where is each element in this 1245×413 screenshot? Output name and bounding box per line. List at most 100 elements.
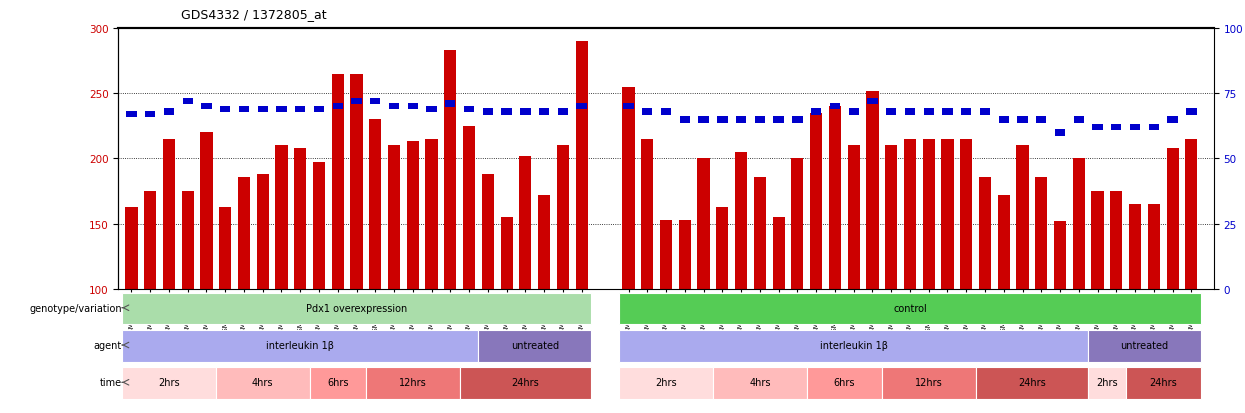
Bar xyxy=(444,51,457,289)
Bar xyxy=(641,140,654,289)
Bar xyxy=(520,109,530,115)
Bar xyxy=(792,117,803,123)
Bar xyxy=(407,104,418,110)
Bar xyxy=(960,140,972,289)
Text: 24hrs: 24hrs xyxy=(1018,377,1046,387)
Text: interleukin 1β: interleukin 1β xyxy=(819,340,888,350)
Text: 2hrs: 2hrs xyxy=(1096,377,1118,387)
Bar xyxy=(697,159,710,289)
Bar xyxy=(810,109,822,115)
Bar xyxy=(1148,204,1160,289)
Bar xyxy=(238,177,250,289)
Bar xyxy=(848,146,860,289)
Bar xyxy=(426,140,438,289)
Bar xyxy=(182,192,194,289)
Bar xyxy=(126,207,137,289)
Text: 6hrs: 6hrs xyxy=(327,377,349,387)
Bar xyxy=(351,99,362,105)
Bar xyxy=(332,104,342,110)
Bar xyxy=(624,104,634,110)
Text: 4hrs: 4hrs xyxy=(251,377,274,387)
Bar xyxy=(463,126,476,289)
FancyBboxPatch shape xyxy=(619,330,1088,362)
Text: control: control xyxy=(893,303,926,313)
Bar xyxy=(1186,109,1196,115)
Bar xyxy=(446,101,456,108)
FancyBboxPatch shape xyxy=(122,367,215,399)
FancyBboxPatch shape xyxy=(215,367,310,399)
Text: Pdx1 overexpression: Pdx1 overexpression xyxy=(306,303,407,313)
Bar xyxy=(867,91,879,289)
Bar xyxy=(370,120,381,289)
Bar xyxy=(1073,159,1084,289)
Bar xyxy=(256,175,269,289)
FancyBboxPatch shape xyxy=(619,367,713,399)
FancyBboxPatch shape xyxy=(459,367,591,399)
Bar xyxy=(961,109,971,115)
Bar xyxy=(905,109,915,115)
FancyBboxPatch shape xyxy=(1125,367,1200,399)
Text: interleukin 1β: interleukin 1β xyxy=(266,340,334,350)
Bar xyxy=(500,218,513,289)
Bar xyxy=(997,195,1010,289)
FancyBboxPatch shape xyxy=(619,293,1200,325)
Bar xyxy=(1055,221,1066,289)
Bar xyxy=(829,107,842,289)
FancyBboxPatch shape xyxy=(976,367,1088,399)
Bar xyxy=(642,109,652,115)
Text: untreated: untreated xyxy=(510,340,559,350)
FancyBboxPatch shape xyxy=(122,330,478,362)
Bar xyxy=(1016,146,1028,289)
Text: time: time xyxy=(100,377,122,387)
Bar xyxy=(1129,204,1142,289)
Bar xyxy=(1035,177,1047,289)
Bar xyxy=(924,109,934,115)
Bar xyxy=(1092,125,1103,131)
Bar xyxy=(979,177,991,289)
Bar xyxy=(144,192,157,289)
Bar xyxy=(312,163,325,289)
Bar xyxy=(773,218,784,289)
Bar xyxy=(1073,117,1084,123)
Bar xyxy=(1130,125,1140,131)
Bar xyxy=(1185,140,1198,289)
Bar xyxy=(1167,149,1179,289)
Bar xyxy=(829,104,840,110)
Bar xyxy=(716,207,728,289)
FancyBboxPatch shape xyxy=(713,367,807,399)
Bar xyxy=(661,109,671,115)
Bar xyxy=(202,104,212,110)
Bar xyxy=(849,109,859,115)
Text: 2hrs: 2hrs xyxy=(158,377,179,387)
Bar xyxy=(942,109,952,115)
Bar xyxy=(660,220,672,289)
Bar xyxy=(200,133,213,289)
Bar xyxy=(502,109,512,115)
Bar xyxy=(295,106,305,113)
Bar xyxy=(164,109,174,115)
Bar xyxy=(622,88,635,289)
Text: 4hrs: 4hrs xyxy=(749,377,771,387)
Bar xyxy=(810,114,822,289)
Text: agent: agent xyxy=(93,340,122,350)
Bar xyxy=(980,109,990,115)
Bar xyxy=(239,106,249,113)
Bar xyxy=(753,177,766,289)
FancyBboxPatch shape xyxy=(1088,367,1125,399)
Bar xyxy=(350,74,362,289)
Bar xyxy=(998,117,1008,123)
Bar xyxy=(680,117,690,123)
FancyBboxPatch shape xyxy=(310,367,366,399)
FancyBboxPatch shape xyxy=(807,367,881,399)
FancyBboxPatch shape xyxy=(1088,330,1200,362)
Bar xyxy=(258,106,268,113)
Bar xyxy=(1017,117,1027,123)
Text: 24hrs: 24hrs xyxy=(1149,377,1177,387)
Bar xyxy=(482,175,494,289)
Bar xyxy=(1092,192,1103,289)
Bar xyxy=(370,99,381,105)
Bar xyxy=(941,140,954,289)
Bar xyxy=(1055,130,1066,136)
FancyBboxPatch shape xyxy=(881,367,976,399)
Bar xyxy=(426,106,437,113)
